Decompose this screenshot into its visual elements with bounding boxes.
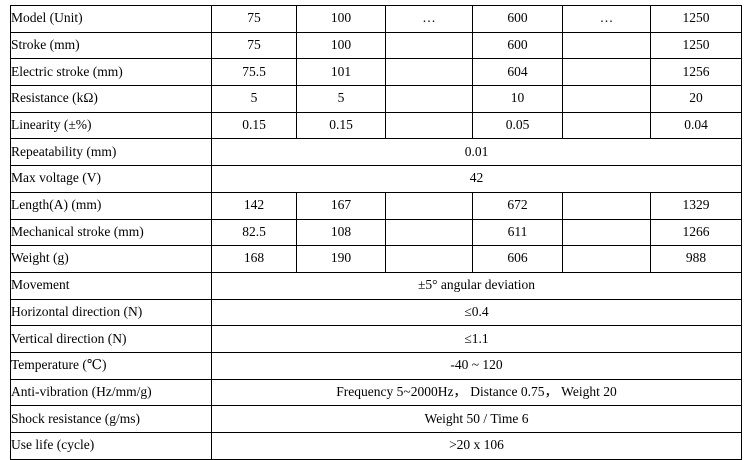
row-value-cell bbox=[385, 31, 473, 60]
table-row: Use life (cycle) >20 x 106 bbox=[10, 432, 742, 460]
row-value-cell: 0.05 bbox=[472, 111, 563, 140]
row-value-cell bbox=[562, 111, 651, 140]
table-row: Stroke (mm) 75 100 600 1250 bbox=[10, 31, 742, 60]
row-label: Temperature (℃) bbox=[10, 351, 212, 380]
row-value-cell: 100 bbox=[296, 31, 386, 60]
table-row: Temperature (℃) -40 ~ 120 bbox=[10, 351, 742, 380]
row-label: Anti-vibration (Hz/mm/g) bbox=[10, 378, 212, 407]
row-value-cell: 75 bbox=[211, 5, 297, 33]
row-label: Length(A) (mm) bbox=[10, 191, 212, 220]
row-value-cell: 1256 bbox=[650, 58, 742, 87]
row-value-cell: 672 bbox=[472, 191, 563, 220]
row-merged-value: Weight 50 / Time 6 bbox=[211, 405, 742, 433]
row-label: Model (Unit) bbox=[10, 5, 212, 33]
table-row: Horizontal direction (N) ≤0.4 bbox=[10, 298, 742, 327]
table-body: Model (Unit) 75 100… 600… 1250 Stroke (mm) 75 1… bbox=[10, 5, 742, 460]
row-value-cell bbox=[562, 58, 651, 87]
row-value-cell bbox=[385, 111, 473, 140]
row-label: Use life (cycle) bbox=[10, 432, 212, 460]
row-value-cell bbox=[562, 191, 651, 220]
row-value-cell bbox=[562, 245, 651, 273]
row-value-cell: 167 bbox=[296, 191, 386, 220]
row-value-cell: … bbox=[562, 5, 651, 33]
row-value-cell bbox=[562, 31, 651, 60]
row-label: Linearity (±%) bbox=[10, 111, 212, 140]
specification-sheet: Model (Unit) 75 100… 600… 1250 Stroke (mm) 75 1… bbox=[10, 5, 742, 460]
row-value-cell: 142 bbox=[211, 191, 297, 220]
row-value-cell bbox=[385, 218, 473, 247]
row-merged-value: ≤0.4 bbox=[211, 298, 742, 327]
row-value-cell: 988 bbox=[650, 245, 742, 273]
row-merged-value: 42 bbox=[211, 165, 742, 193]
row-value-cell: 20 bbox=[650, 85, 742, 113]
row-value-cell: 75 bbox=[211, 31, 297, 60]
row-value-cell: 0.15 bbox=[296, 111, 386, 140]
row-value-cell bbox=[562, 218, 651, 247]
row-label: Resistance (kΩ) bbox=[10, 85, 212, 113]
row-label: Max voltage (V) bbox=[10, 165, 212, 193]
table-row: Repeatability (mm) 0.01 bbox=[10, 138, 742, 167]
row-label: Weight (g) bbox=[10, 245, 212, 273]
row-value-cell: 5 bbox=[211, 85, 297, 113]
table-row: Linearity (±%) 0.15 0.15 0.05 0.04 bbox=[10, 111, 742, 140]
row-value-cell: 1250 bbox=[650, 31, 742, 60]
row-label: Movement bbox=[10, 271, 212, 300]
row-value-cell: 600 bbox=[472, 31, 563, 60]
row-value-cell bbox=[385, 191, 473, 220]
table-row: Electric stroke (mm) 75.5 101 604 1256 bbox=[10, 58, 742, 87]
row-merged-value: ±5° angular deviation bbox=[211, 271, 742, 300]
row-label: Vertical direction (N) bbox=[10, 325, 212, 353]
row-value-cell bbox=[385, 58, 473, 87]
row-value-cell: … bbox=[385, 5, 473, 33]
row-value-cell bbox=[385, 85, 473, 113]
row-merged-value: -40 ~ 120 bbox=[211, 351, 742, 380]
row-value-cell bbox=[562, 85, 651, 113]
row-label: Repeatability (mm) bbox=[10, 138, 212, 167]
row-value-cell: 604 bbox=[472, 58, 563, 87]
table-row: Shock resistance (g/ms) Weight 50 / Time … bbox=[10, 405, 742, 433]
table-row: Max voltage (V) 42 bbox=[10, 165, 742, 193]
table-row: Model (Unit) 75 100… 600… 1250 bbox=[10, 5, 742, 33]
row-value-cell: 1329 bbox=[650, 191, 742, 220]
row-value-cell: 10 bbox=[472, 85, 563, 113]
row-merged-value: 0.01 bbox=[211, 138, 742, 167]
table-row: Length(A) (mm) 142 167 672 1329 bbox=[10, 191, 742, 220]
row-value-cell: 190 bbox=[296, 245, 386, 273]
row-merged-value: Frequency 5~2000Hz， Distance 0.75， Weigh… bbox=[211, 378, 742, 407]
row-value-cell: 75.5 bbox=[211, 58, 297, 87]
table-row: Weight (g) 168 190 606 988 bbox=[10, 245, 742, 273]
row-value-cell: 1250 bbox=[650, 5, 742, 33]
row-value-cell: 82.5 bbox=[211, 218, 297, 247]
table-row: Anti-vibration (Hz/mm/g) Frequency 5~2000… bbox=[10, 378, 742, 407]
row-value-cell: 168 bbox=[211, 245, 297, 273]
row-value-cell: 100 bbox=[296, 5, 386, 33]
row-value-cell: 0.15 bbox=[211, 111, 297, 140]
row-value-cell: 108 bbox=[296, 218, 386, 247]
table-row: Resistance (kΩ) 5 5 10 20 bbox=[10, 85, 742, 113]
table-row: Movement ±5° angular deviation bbox=[10, 271, 742, 300]
row-value-cell: 0.04 bbox=[650, 111, 742, 140]
row-value-cell: 1266 bbox=[650, 218, 742, 247]
row-value-cell: 606 bbox=[472, 245, 563, 273]
row-value-cell: 600 bbox=[472, 5, 563, 33]
row-label: Stroke (mm) bbox=[10, 31, 212, 60]
row-label: Mechanical stroke (mm) bbox=[10, 218, 212, 247]
row-value-cell: 5 bbox=[296, 85, 386, 113]
row-value-cell bbox=[385, 245, 473, 273]
row-merged-value: ≤1.1 bbox=[211, 325, 742, 353]
row-label: Shock resistance (g/ms) bbox=[10, 405, 212, 433]
row-label: Electric stroke (mm) bbox=[10, 58, 212, 87]
table-row: Vertical direction (N) ≤1.1 bbox=[10, 325, 742, 353]
row-value-cell: 101 bbox=[296, 58, 386, 87]
table-row: Mechanical stroke (mm) 82.5 108 611 1266 bbox=[10, 218, 742, 247]
row-value-cell: 611 bbox=[472, 218, 563, 247]
row-label: Horizontal direction (N) bbox=[10, 298, 212, 327]
specification-table: Model (Unit) 75 100… 600… 1250 Stroke (mm) 75 1… bbox=[10, 5, 742, 460]
row-merged-value: >20 x 106 bbox=[211, 432, 742, 460]
